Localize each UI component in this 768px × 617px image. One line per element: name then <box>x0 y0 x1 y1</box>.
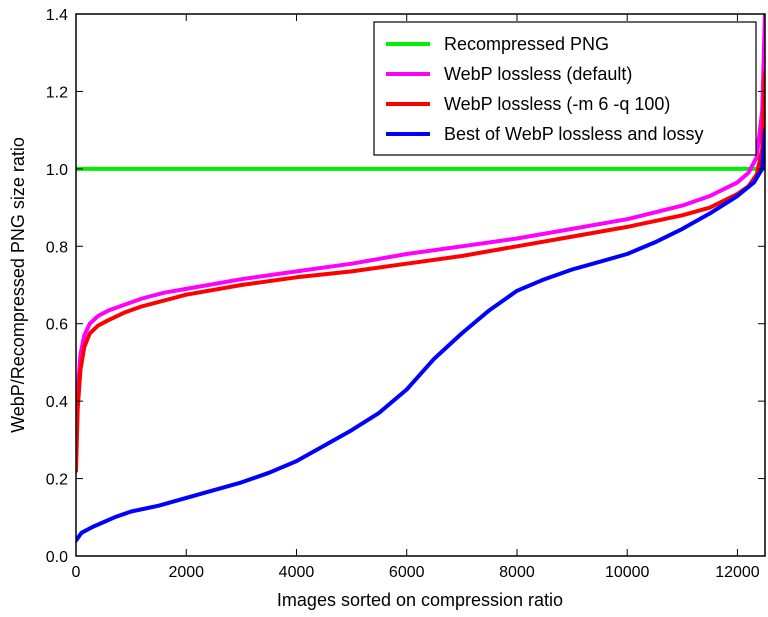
x-tick-label: 10000 <box>605 564 650 581</box>
x-tick-label: 0 <box>72 564 81 581</box>
y-tick-label: 1.2 <box>46 84 68 101</box>
x-axis-title: Images sorted on compression ratio <box>277 590 563 610</box>
x-tick-label: 8000 <box>499 564 535 581</box>
legend-label-2: WebP lossless (default) <box>444 64 632 84</box>
x-tick-label: 2000 <box>168 564 204 581</box>
y-tick-label: 0.0 <box>46 549 68 566</box>
series-layer <box>76 14 765 543</box>
y-tick-label: 0.8 <box>46 239 68 256</box>
legend-label-1: Recompressed PNG <box>444 34 609 54</box>
y-tick-label: 0.4 <box>46 394 68 411</box>
x-tick-label: 4000 <box>279 564 315 581</box>
legend-box <box>373 21 757 156</box>
legend-label-3: WebP lossless (-m 6 -q 100) <box>444 94 670 114</box>
y-tick-label: 1.4 <box>46 7 68 24</box>
y-tick-label: 0.6 <box>46 317 68 334</box>
legend-label-4: Best of WebP lossless and lossy <box>444 124 703 144</box>
x-tick-label: 12000 <box>715 564 760 581</box>
series-line-3 <box>76 70 765 473</box>
y-tick-label: 0.2 <box>46 472 68 489</box>
y-tick-label: 1.0 <box>46 162 68 179</box>
series-line-2 <box>76 14 765 466</box>
series-line-4 <box>76 128 765 543</box>
axis-ticks: 0 2000 4000 6000 8000 10000 12000 0.0 0.2 0.4 0.6 0… <box>46 7 765 581</box>
y-axis-title: WebP/Recompressed PNG size ratio <box>8 137 28 433</box>
plot-frame <box>75 13 766 557</box>
x-tick-label: 6000 <box>389 564 425 581</box>
legend: Recompressed PNG WebP lossless (default) W… <box>373 21 757 156</box>
